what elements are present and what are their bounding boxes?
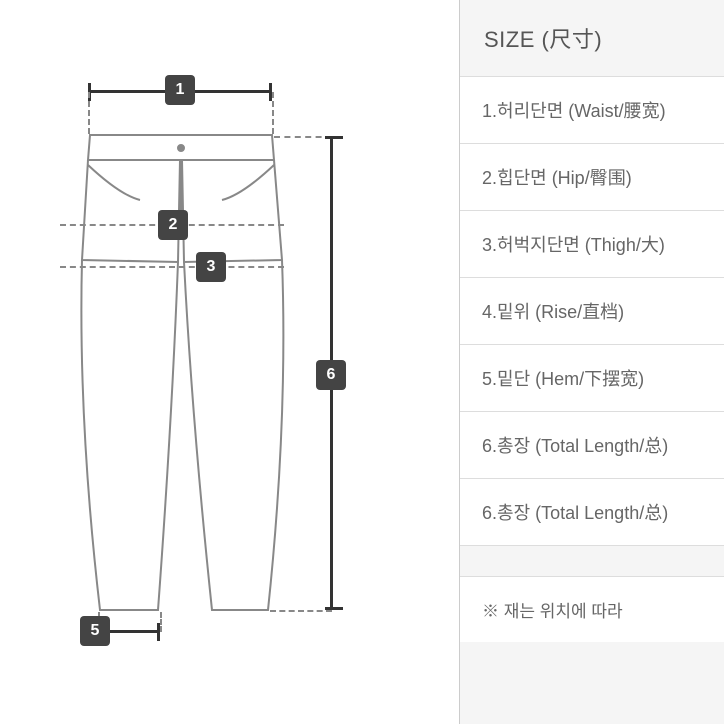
marker-thigh-label: 3 [207, 258, 216, 276]
marker-thigh: 3 [196, 252, 226, 282]
size-row: 3.허벅지단면 (Thigh/大) [460, 211, 724, 278]
marker-hip-label: 2 [169, 216, 178, 234]
size-row: 4.밑위 (Rise/直档) [460, 278, 724, 345]
size-row-label: 6.총장 (Total Length/总) [482, 503, 668, 523]
guide-thigh [60, 266, 284, 268]
size-row: 1.허리단면 (Waist/腰宽) [460, 77, 724, 144]
size-row: 6.총장 (Total Length/总) [460, 412, 724, 479]
marker-hem-label: 5 [91, 622, 100, 640]
size-row: 5.밑단 (Hem/下摆宽) [460, 345, 724, 412]
size-row-label: 1.허리단면 (Waist/腰宽) [482, 101, 666, 121]
marker-hem: 5 [80, 616, 110, 646]
size-title: SIZE (尺寸) [484, 27, 602, 52]
size-row: 2.힙단면 (Hip/臀围) [460, 144, 724, 211]
size-row-label: 2.힙단면 (Hip/臀围) [482, 168, 632, 188]
note-block: ※ 재는 위치에 따라 [460, 576, 724, 642]
guide-length-top [274, 136, 332, 138]
diagram-stage: 1 [50, 90, 370, 650]
marker-length: 6 [316, 360, 346, 390]
marker-hip: 2 [158, 210, 188, 240]
size-row-label: 6.총장 (Total Length/总) [482, 436, 668, 456]
size-row-label: 5.밑단 (Hem/下摆宽) [482, 369, 644, 389]
marker-length-label: 6 [327, 366, 336, 384]
size-panel: SIZE (尺寸) 1.허리단면 (Waist/腰宽) 2.힙단면 (Hip/臀… [460, 0, 724, 724]
size-header: SIZE (尺寸) [460, 0, 724, 76]
note-text: ※ 재는 위치에 따라 [482, 602, 623, 621]
size-row-label: 4.밑위 (Rise/直档) [482, 302, 624, 322]
size-list: 1.허리단면 (Waist/腰宽) 2.힙단면 (Hip/臀围) 3.허벅지단면… [460, 76, 724, 546]
size-row: 6.총장 (Total Length/总) [460, 479, 724, 546]
size-row-label: 3.허벅지단면 (Thigh/大) [482, 235, 665, 255]
diagram-panel: 1 [0, 0, 460, 724]
guide-length-bottom [270, 610, 332, 612]
guide-hem-right [160, 612, 162, 632]
